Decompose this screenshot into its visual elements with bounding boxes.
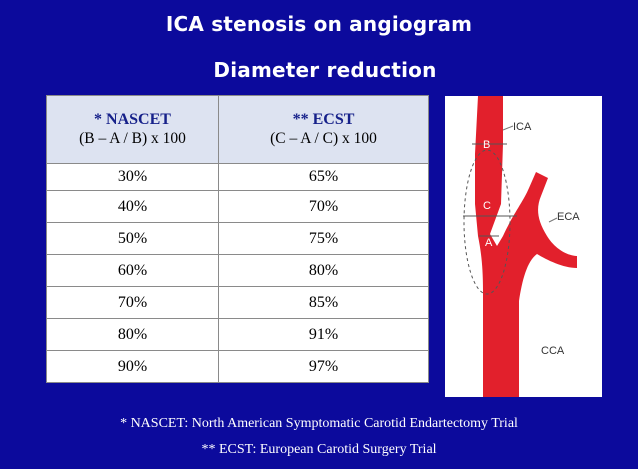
nascet-cell: 80% — [46, 318, 219, 351]
ecst-dashed-outline — [463, 149, 511, 295]
table-row: 30% 65% — [46, 163, 429, 191]
label-ica: ICA — [513, 121, 532, 133]
label-a: A — [485, 237, 493, 249]
table-row: 90% 97% — [46, 350, 429, 383]
ecst-cell: 97% — [218, 350, 429, 383]
table-row: 60% 80% — [46, 254, 429, 287]
ecst-cell: 70% — [218, 190, 429, 223]
header-ecst-formula: (C – A / C) x 100 — [270, 129, 377, 147]
nascet-cell: 50% — [46, 222, 219, 255]
ecst-cell: 91% — [218, 318, 429, 351]
ecst-cell: 80% — [218, 254, 429, 287]
header-nascet: * NASCET (B – A / B) x 100 — [46, 95, 219, 164]
pointer-ica — [502, 125, 514, 131]
header-nascet-name: * NASCET — [94, 111, 171, 129]
footnote-nascet: * NASCET: North American Symptomatic Car… — [120, 416, 518, 431]
nascet-cell: 30% — [46, 163, 219, 191]
label-b: B — [483, 139, 490, 151]
ecst-cell: 75% — [218, 222, 429, 255]
header-ecst-name: ** ECST — [292, 111, 355, 129]
stenosis-table: * NASCET (B – A / B) x 100 ** ECST (C – … — [46, 95, 429, 383]
nascet-cell: 40% — [46, 190, 219, 223]
ecst-cell: 65% — [218, 163, 429, 191]
label-c: C — [483, 200, 491, 212]
header-nascet-formula: (B – A / B) x 100 — [79, 129, 186, 147]
carotid-diagram: B C A ICA ECA CCA — [445, 96, 602, 397]
nascet-cell: 60% — [46, 254, 219, 287]
table-header-row: * NASCET (B – A / B) x 100 ** ECST (C – … — [46, 95, 429, 164]
nascet-cell: 90% — [46, 350, 219, 383]
table-row: 70% 85% — [46, 286, 429, 319]
footnote-ecst: ** ECST: European Carotid Surgery Trial — [201, 442, 437, 457]
ecst-cell: 85% — [218, 286, 429, 319]
header-ecst: ** ECST (C – A / C) x 100 — [218, 95, 429, 164]
label-cca: CCA — [541, 345, 565, 357]
nascet-cell: 70% — [46, 286, 219, 319]
label-eca: ECA — [557, 211, 580, 223]
pointer-eca — [548, 217, 558, 223]
carotid-artery-illustration: B C A ICA ECA CCA — [463, 96, 580, 397]
table-row: 50% 75% — [46, 222, 429, 255]
table-row: 40% 70% — [46, 190, 429, 223]
slide-subtitle: Diameter reduction — [213, 58, 437, 82]
table-row: 80% 91% — [46, 318, 429, 351]
carotid-vessel-shape — [475, 96, 577, 397]
slide-title: ICA stenosis on angiogram — [165, 12, 473, 36]
